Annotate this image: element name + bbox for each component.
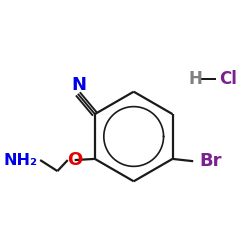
Text: H: H (189, 70, 203, 88)
Text: N: N (72, 76, 86, 94)
Text: Br: Br (199, 152, 222, 170)
Text: NH₂: NH₂ (4, 152, 38, 168)
Text: O: O (67, 151, 82, 169)
Text: Cl: Cl (219, 70, 236, 88)
